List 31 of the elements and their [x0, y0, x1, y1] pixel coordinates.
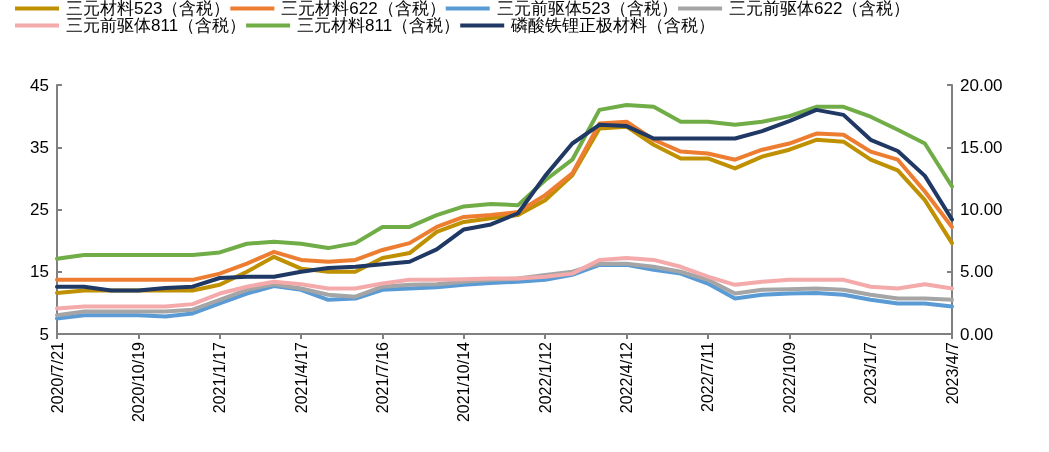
legend-label: 三元前驱体622（含税）: [729, 0, 911, 18]
x-tick-label: 2021/10/14: [455, 341, 473, 423]
y2-tick-label: 10.00: [960, 200, 1003, 219]
legend-label: 三元前驱体523（含税）: [496, 0, 679, 18]
x-tick-label: 2021/1/17: [211, 341, 229, 414]
y2-tick-label: 0.00: [960, 324, 994, 344]
y-tick-label: 5: [39, 324, 49, 344]
x-tick-label: 2023/4/7: [943, 341, 961, 405]
legend-label: 三元材料811（含税）: [297, 16, 461, 35]
x-tick-label: 2022/1/12: [536, 341, 554, 414]
x-tick-label: 2022/4/12: [618, 341, 636, 414]
x-tick-label: 2022/7/11: [699, 341, 717, 412]
x-tick-label: 2022/10/9: [780, 341, 798, 414]
x-tick-label: 2021/7/16: [373, 341, 391, 414]
y2-tick-label: 20.00: [960, 75, 1003, 95]
x-tick-label: 2020/10/19: [129, 341, 147, 423]
x-tick-label: 2020/7/21: [48, 341, 66, 414]
legend-label: 三元前驱体811（含税）: [66, 16, 247, 35]
y2-tick-label: 5.00: [960, 262, 994, 282]
x-tick-label: 2023/1/7: [862, 341, 880, 405]
legend-label: 三元材料523（含税）: [66, 0, 231, 18]
x-tick-label: 2021/4/17: [292, 341, 310, 414]
line-series: [55, 102, 954, 261]
legend-label: 三元材料622（含税）: [281, 0, 446, 18]
y-tick-label: 35: [30, 137, 49, 157]
line-series: [55, 256, 954, 311]
y2-tick-label: 15.00: [960, 137, 1003, 157]
y-tick-label: 15: [30, 262, 49, 282]
legend-label: 磷酸铁锂正极材料（含税）: [510, 16, 716, 35]
y-tick-label: 25: [30, 200, 49, 219]
y-tick-label: 45: [30, 75, 49, 95]
